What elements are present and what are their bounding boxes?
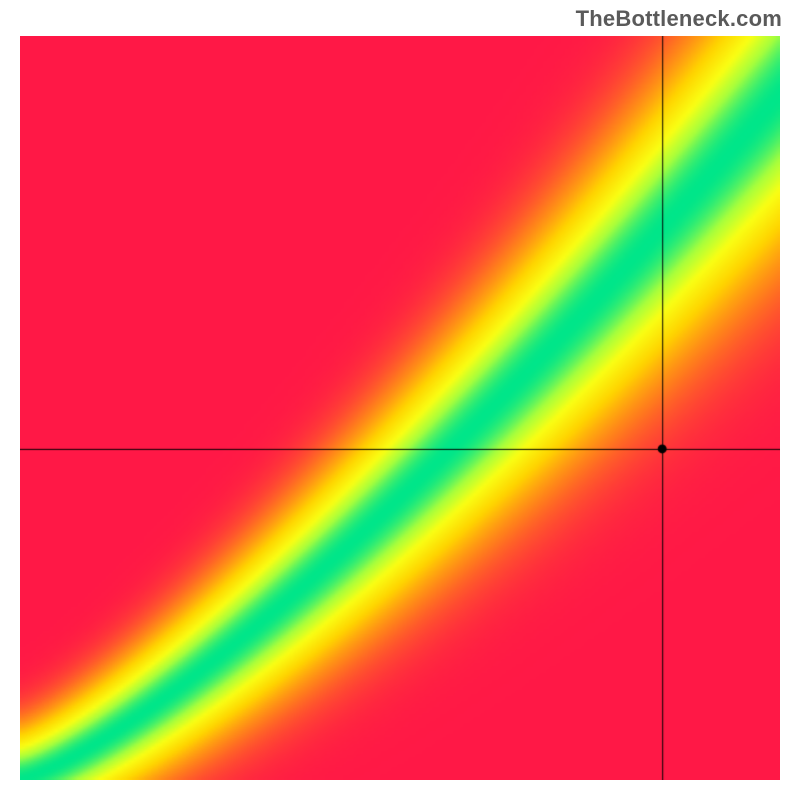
heatmap-plot xyxy=(20,36,780,780)
root-container: TheBottleneck.com xyxy=(0,0,800,800)
watermark-text: TheBottleneck.com xyxy=(576,6,782,32)
heatmap-canvas xyxy=(20,36,780,780)
